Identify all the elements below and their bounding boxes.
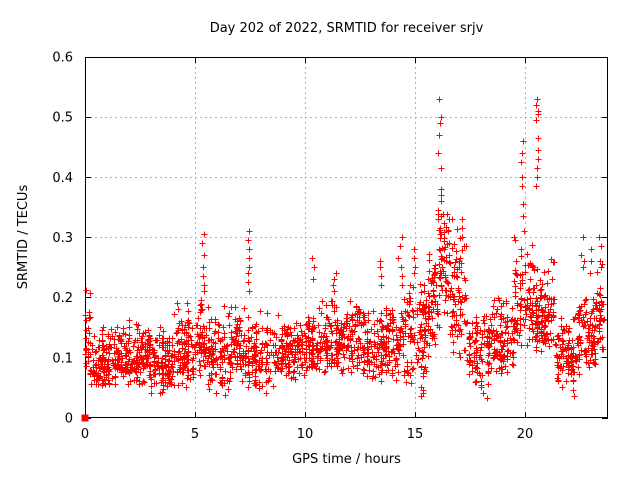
x-tick-label: 10	[297, 427, 314, 442]
y-tick-label: 0	[65, 412, 73, 427]
y-tick-label: 0.6	[52, 51, 73, 66]
x-axis-label: GPS time / hours	[292, 452, 401, 467]
y-tick-label: 0.3	[52, 231, 73, 246]
y-tick-label: 0.2	[52, 291, 73, 306]
y-tick-label: 0.5	[52, 111, 73, 126]
origin-point-marker	[81, 414, 89, 422]
y-tick-label: 0.1	[52, 351, 73, 366]
data-points	[82, 96, 608, 402]
x-tick-label: 5	[191, 427, 199, 442]
chart-title: Day 202 of 2022, SRMTID for receiver srj…	[209, 21, 484, 36]
x-tick-label: 0	[81, 427, 89, 442]
x-tick-label: 20	[517, 427, 534, 442]
y-tick-label: 0.4	[52, 171, 73, 186]
plot-border	[85, 57, 608, 418]
x-tick-label: 15	[407, 427, 424, 442]
